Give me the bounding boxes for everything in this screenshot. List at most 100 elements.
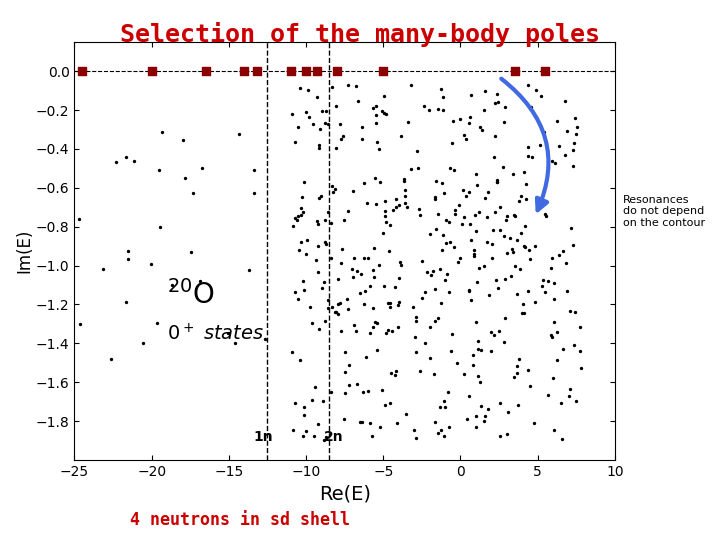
Point	[438, 231, 449, 240]
Point	[289, 138, 300, 147]
Point	[419, 339, 431, 347]
Point	[470, 227, 482, 235]
Point	[427, 267, 438, 276]
Point	[390, 367, 402, 375]
Point	[340, 389, 351, 397]
Point	[383, 247, 395, 256]
Point	[370, 119, 382, 127]
Point	[304, 113, 315, 122]
Point	[534, 140, 546, 149]
Point	[452, 258, 464, 266]
Point	[387, 205, 399, 214]
Point	[328, 188, 339, 197]
Point	[443, 423, 454, 431]
Point	[436, 179, 448, 187]
Point	[419, 288, 431, 296]
Point	[487, 226, 499, 234]
Point	[522, 366, 534, 374]
Point	[361, 199, 372, 208]
Text: 2n: 2n	[324, 430, 343, 444]
Point	[412, 147, 423, 156]
Point	[302, 86, 313, 94]
Point	[332, 275, 343, 284]
Point	[560, 258, 572, 267]
Point	[402, 118, 413, 126]
Point	[468, 350, 480, 359]
Point	[294, 356, 305, 364]
Point	[316, 284, 328, 292]
Point	[384, 220, 395, 229]
Point	[377, 67, 389, 76]
Point	[300, 67, 312, 76]
Point	[552, 356, 563, 364]
Point	[318, 436, 330, 445]
Point	[326, 302, 338, 311]
Point	[354, 418, 366, 427]
Point	[515, 264, 526, 273]
Point	[500, 215, 512, 224]
Point	[342, 305, 354, 313]
Point	[463, 392, 474, 401]
Point	[330, 184, 341, 193]
Point	[363, 387, 374, 395]
Point	[120, 298, 132, 306]
Point	[122, 246, 134, 255]
Point	[434, 402, 446, 411]
Point	[364, 418, 376, 427]
Point	[521, 195, 532, 204]
Point	[457, 186, 469, 194]
Point	[458, 131, 469, 139]
Point	[575, 347, 586, 356]
Point	[395, 261, 407, 269]
Point	[367, 104, 379, 112]
Point	[509, 211, 521, 220]
Point	[354, 289, 366, 298]
Y-axis label: Im(E): Im(E)	[15, 229, 33, 273]
Point	[336, 134, 347, 143]
Point	[379, 207, 391, 216]
Point	[490, 98, 501, 107]
Point	[454, 115, 466, 124]
Point	[430, 225, 441, 234]
Point	[476, 126, 487, 134]
Point	[313, 144, 325, 152]
Point	[440, 216, 451, 225]
Point	[473, 264, 485, 272]
Point	[539, 210, 551, 219]
Point	[179, 173, 191, 182]
Point	[480, 194, 491, 202]
Point	[459, 369, 470, 378]
Point	[339, 348, 351, 356]
Point	[563, 392, 575, 401]
Point	[369, 318, 381, 326]
Point	[373, 144, 384, 153]
Point	[479, 416, 490, 425]
Point	[567, 162, 579, 171]
Point	[393, 274, 405, 282]
Point	[312, 268, 324, 276]
Point	[287, 222, 299, 231]
Point	[326, 182, 338, 191]
Point	[519, 243, 531, 252]
Point	[488, 153, 500, 162]
Point	[366, 431, 378, 440]
Point	[438, 402, 450, 411]
Point	[307, 319, 318, 327]
Point	[338, 415, 350, 424]
Point	[308, 431, 320, 440]
Point	[487, 240, 498, 248]
Point	[460, 192, 472, 200]
Point	[341, 295, 353, 303]
Point	[418, 102, 430, 111]
Point	[569, 139, 580, 147]
Point	[348, 321, 360, 329]
Point	[504, 234, 516, 242]
Point	[471, 412, 482, 421]
Point	[347, 186, 359, 195]
Point	[478, 261, 490, 270]
Point	[432, 209, 444, 218]
Point	[442, 388, 454, 397]
Point	[517, 300, 528, 309]
Point	[545, 264, 557, 272]
Point	[575, 364, 587, 373]
